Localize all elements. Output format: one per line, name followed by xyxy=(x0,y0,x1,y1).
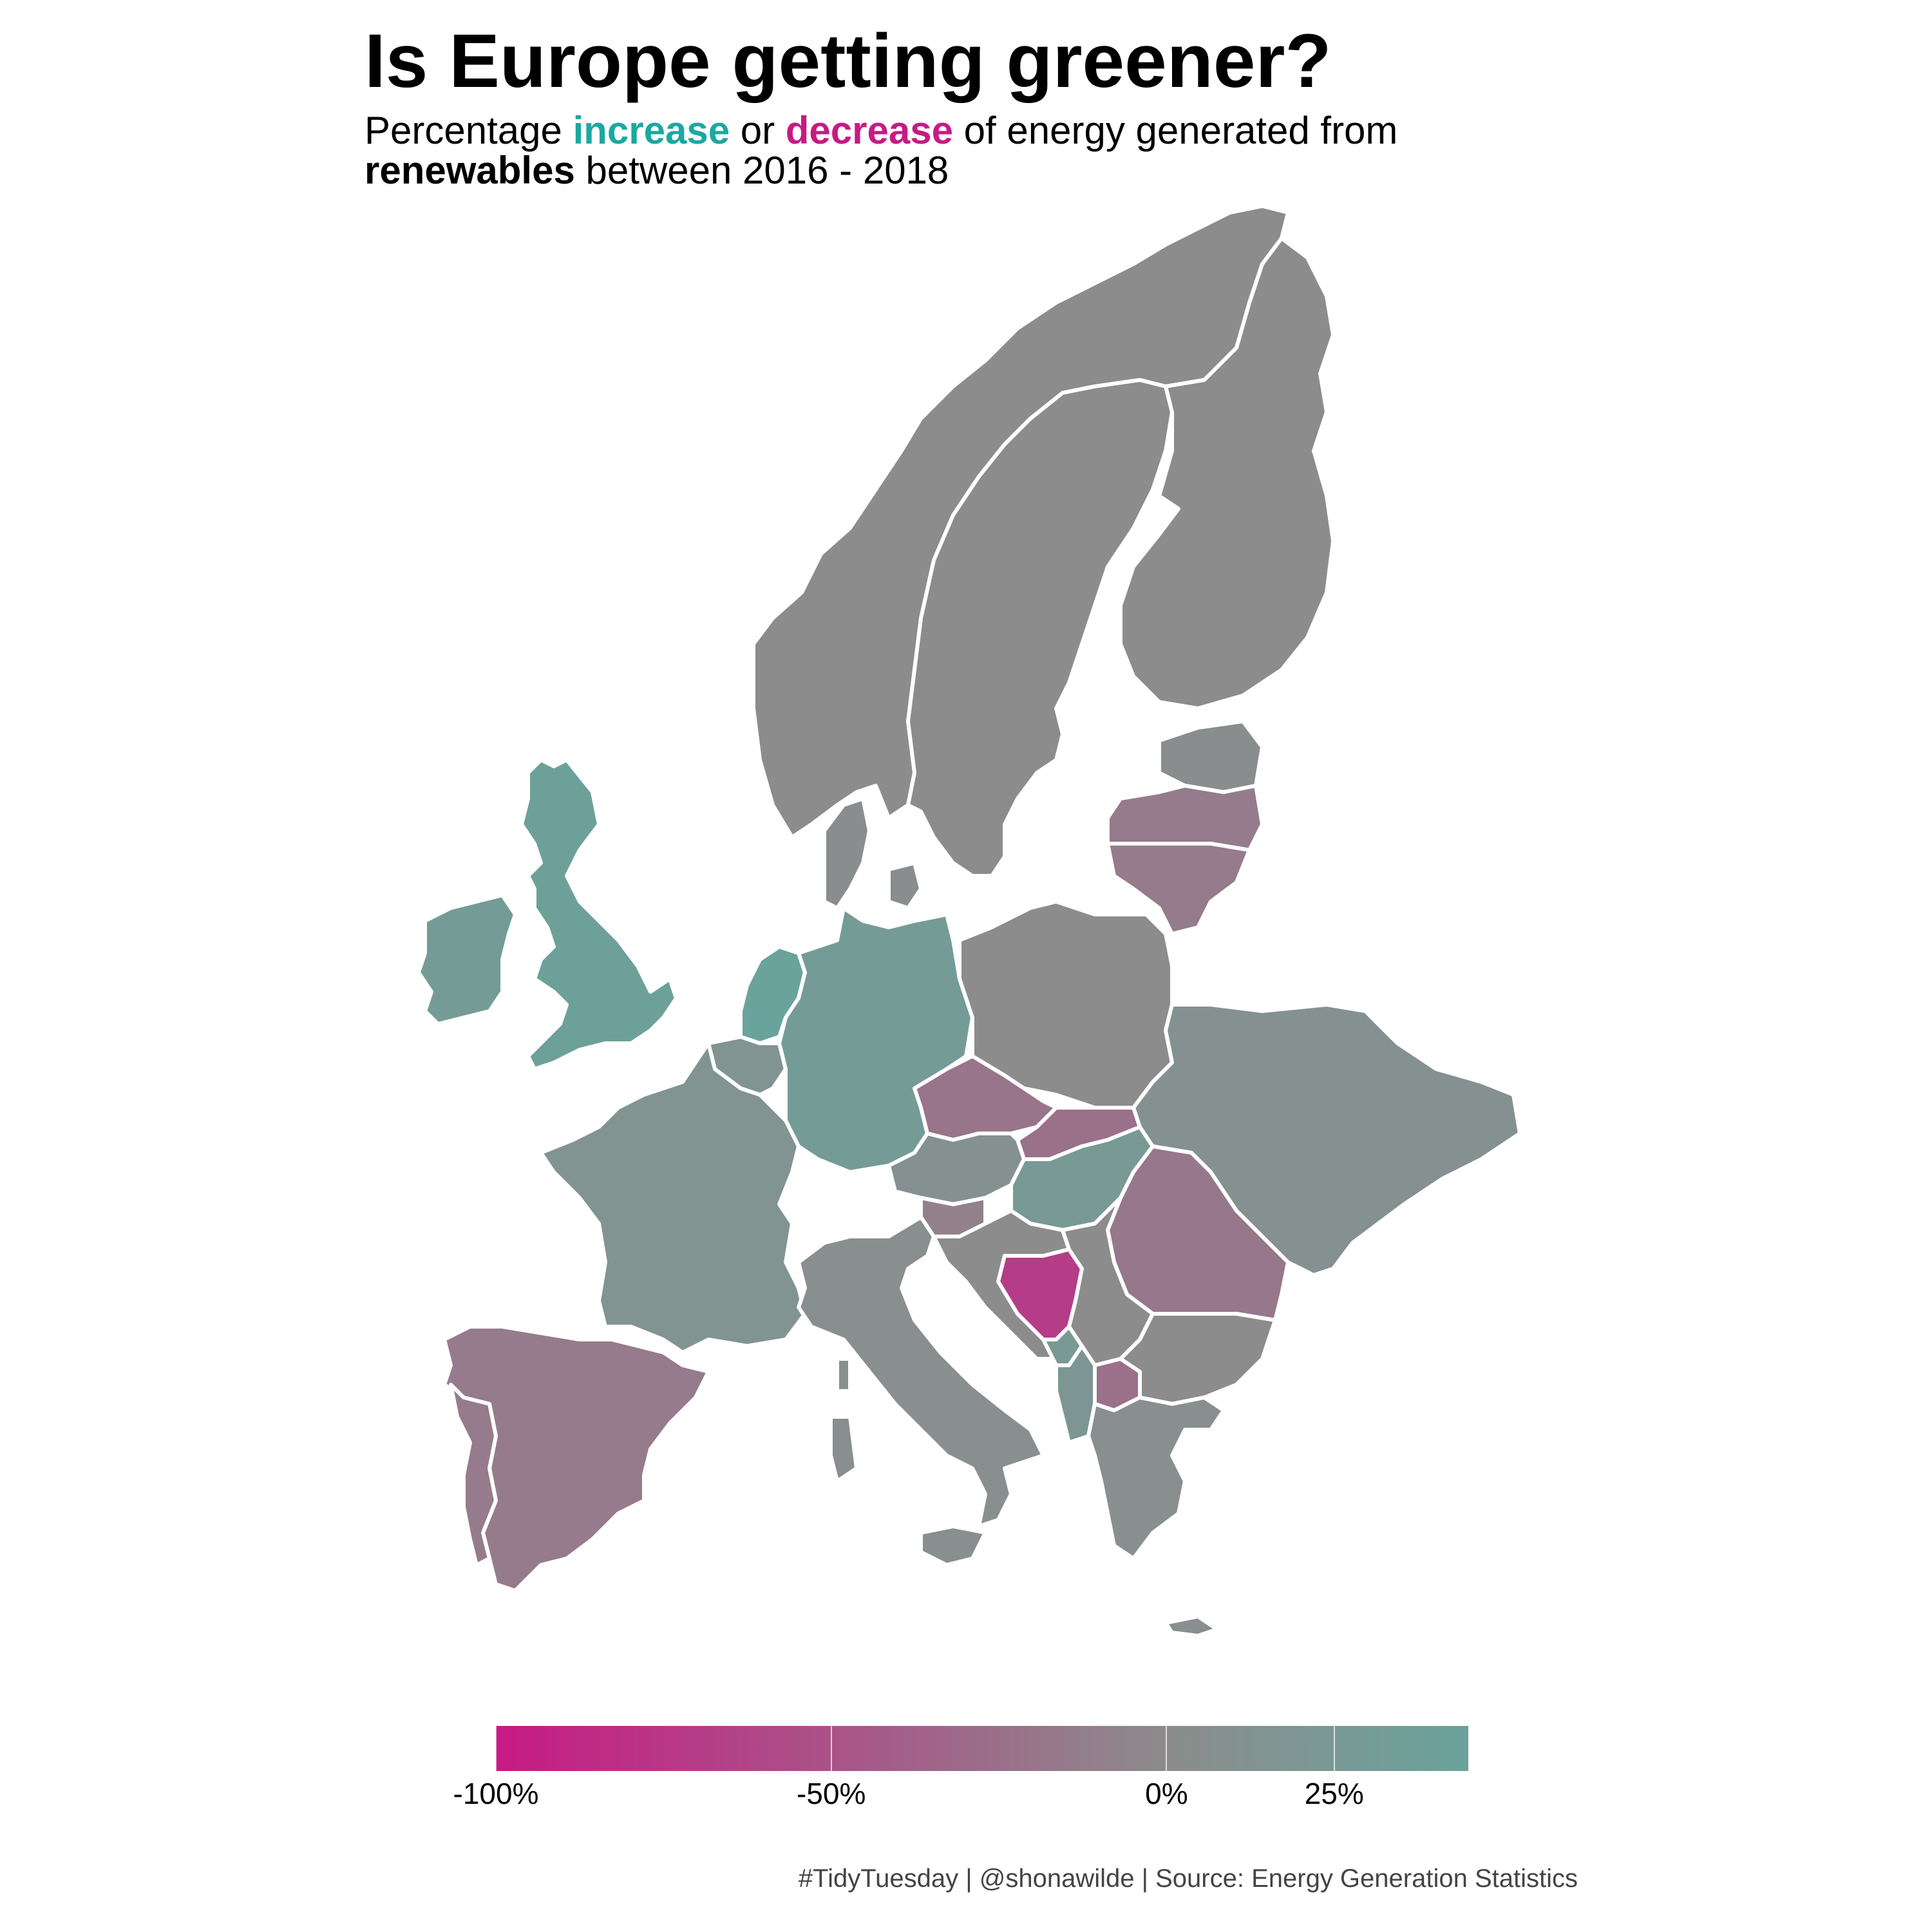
region-france xyxy=(539,1041,807,1354)
region-portugal xyxy=(449,1383,498,1567)
legend-gradient xyxy=(496,1726,1468,1771)
region-ireland xyxy=(417,893,517,1026)
legend-tick-label: 0% xyxy=(1145,1777,1188,1810)
region-sweden xyxy=(906,378,1174,878)
region-greece xyxy=(1086,1396,1226,1638)
region-estonia xyxy=(1157,719,1264,794)
legend-tick-label: -100% xyxy=(453,1777,539,1810)
region-finland xyxy=(1119,236,1335,710)
legend-tick-label: 25% xyxy=(1304,1777,1364,1810)
region-denmark xyxy=(822,797,923,910)
subtitle-decrease: decrease xyxy=(785,109,953,152)
caption: #TidyTuesday | @shonawilde | Source: Ene… xyxy=(798,1864,1578,1893)
region-lithuania xyxy=(1106,842,1251,936)
legend-tick-label: -50% xyxy=(796,1777,866,1810)
legend-tick-mark xyxy=(1333,1726,1335,1771)
chart-subtitle: Percentage increase or decrease of energ… xyxy=(365,111,1397,191)
subtitle-renewables: renewables xyxy=(365,149,575,192)
subtitle-line-1: Percentage increase or decrease of energ… xyxy=(365,111,1397,151)
legend-tick-mark xyxy=(495,1726,497,1771)
region-ukraine xyxy=(1132,1003,1522,1277)
region-united-kingdom xyxy=(520,758,678,1071)
subtitle-increase: increase xyxy=(573,109,730,152)
legend-tick-mark xyxy=(830,1726,832,1771)
subtitle-text-2: or xyxy=(730,109,786,152)
legend-tick-mark xyxy=(1166,1726,1168,1771)
region-italy xyxy=(797,1215,1045,1567)
subtitle-text-3: of energy generated from xyxy=(953,109,1398,152)
subtitle-text-4: between 2016 - 2018 xyxy=(574,149,949,192)
legend-colorbar xyxy=(496,1726,1468,1771)
region-latvia xyxy=(1106,784,1264,852)
subtitle-text-1: Percentage xyxy=(365,109,573,152)
subtitle-line-2: renewables between 2016 - 2018 xyxy=(365,151,1397,191)
chart-title: Is Europe getting greener? xyxy=(365,19,1332,104)
